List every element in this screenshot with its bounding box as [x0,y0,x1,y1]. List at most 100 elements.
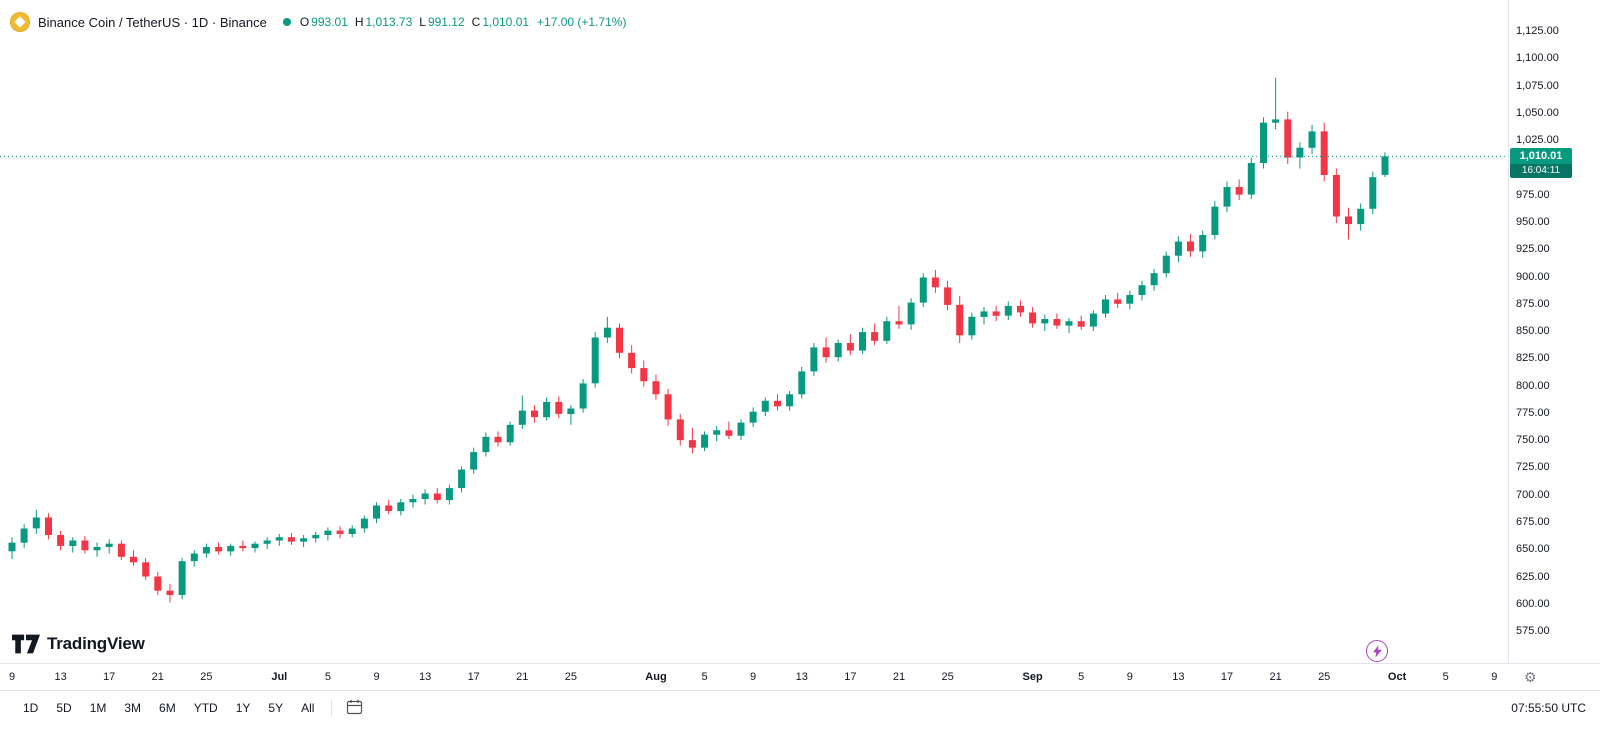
range-button-all[interactable]: All [301,700,315,715]
candle-body[interactable] [1150,273,1158,286]
candle-body[interactable] [81,540,89,551]
candle-body[interactable] [1114,299,1122,304]
candle-body[interactable] [482,436,490,453]
candle-body[interactable] [786,394,794,407]
range-button-5d[interactable]: 5D [56,700,72,715]
candle-body[interactable] [822,347,830,358]
candle-body[interactable] [373,505,380,519]
clock-utc[interactable]: 07:55:50 UTC [1511,700,1586,715]
candle-body[interactable] [287,537,295,542]
candle-body[interactable] [1187,241,1194,252]
candle-body[interactable] [433,493,441,501]
candle-body[interactable] [263,540,271,544]
candle-body[interactable] [227,545,235,552]
candle-body[interactable] [336,530,344,534]
go-to-date-button[interactable] [340,697,369,718]
candle-body[interactable] [749,411,757,423]
candle-body[interactable] [1211,206,1219,235]
candle-body[interactable] [1247,163,1255,195]
candle-body[interactable] [834,343,842,358]
candle-body[interactable] [1077,321,1085,327]
candle-body[interactable] [798,371,806,395]
candle-body[interactable] [518,410,526,425]
candle-body[interactable] [1357,208,1365,225]
candle-body[interactable] [251,543,259,549]
candle-body[interactable] [810,347,818,372]
candle-body[interactable] [494,436,502,443]
candle-body[interactable] [737,422,745,436]
candle-body[interactable] [688,440,696,448]
candle-body[interactable] [579,383,587,409]
candle-body[interactable] [57,535,65,546]
candle-body[interactable] [774,400,781,407]
range-button-ytd[interactable]: YTD [193,700,218,715]
candle-body[interactable] [312,535,320,539]
candle-body[interactable] [1017,305,1024,313]
range-button-6m[interactable]: 6M [159,700,176,715]
candle-body[interactable] [1004,305,1012,316]
candle-body[interactable] [725,430,733,436]
candle-body[interactable] [846,343,854,351]
candle-body[interactable] [45,517,52,536]
candle-body[interactable] [1332,175,1340,217]
candle-body[interactable] [239,545,247,549]
candle-body[interactable] [968,316,976,336]
time-axis[interactable]: ⚙ 9 13 17 21 25 Jul 5 9 13 17 21 25 Aug 5 9 13 17 21 25 Sep… [0,663,1600,690]
candle-body[interactable] [531,410,538,418]
chart-pane[interactable]: Binance Coin / TetherUS · 1D · Binance O… [0,0,1508,663]
candle-body[interactable] [1162,255,1170,274]
candle-body[interactable] [919,277,927,303]
price-axis[interactable]: 1,010.01 16:04:11 1,125.00 1,100.00 1,075.… [1508,0,1600,663]
symbol-title[interactable]: Binance Coin / TetherUS · 1D · Binance [38,14,267,30]
candle-body[interactable] [944,287,952,305]
candle-body[interactable] [385,505,393,512]
market-status-dot[interactable] [282,18,291,26]
candle-body[interactable] [1053,319,1061,326]
tradingview-logo[interactable]: TradingView [12,634,145,654]
candle-body[interactable] [664,394,672,420]
candle-body[interactable] [1089,313,1097,327]
candle-body[interactable] [931,277,939,288]
candle-body[interactable] [1272,119,1280,123]
candle-body[interactable] [324,530,332,535]
candle-body[interactable] [543,401,551,418]
candle-body[interactable] [1308,131,1316,148]
candle-body[interactable] [397,502,405,511]
candle-body[interactable] [178,561,186,595]
candlestick-canvas[interactable] [0,0,1508,663]
candle-body[interactable] [142,562,150,577]
candle-body[interactable] [713,430,721,435]
candle-body[interactable] [1126,295,1134,304]
candle-body[interactable] [360,518,368,529]
axis-settings-gear-icon[interactable]: ⚙ [1524,669,1537,685]
candle-body[interactable] [1065,321,1073,326]
range-button-1m[interactable]: 1M [89,700,107,715]
candle-body[interactable] [190,553,198,562]
candle-body[interactable] [1138,285,1146,295]
candle-body[interactable] [8,542,16,552]
candle-body[interactable] [166,590,174,595]
candle-body[interactable] [69,540,77,547]
range-button-1d[interactable]: 1D [23,700,39,715]
range-button-1y[interactable]: 1Y [235,700,251,715]
candle-body[interactable] [1174,241,1182,256]
candle-body[interactable] [130,556,137,563]
candle-body[interactable] [20,528,28,543]
candle-body[interactable] [907,302,915,325]
candle-body[interactable] [859,332,866,351]
candle-body[interactable] [93,547,101,551]
candle-body[interactable] [883,321,891,341]
candle-body[interactable] [1369,177,1377,209]
candle-body[interactable] [458,469,466,489]
current-price-tag[interactable]: 1,010.01 16:04:11 [1510,148,1572,179]
candle-body[interactable] [1223,187,1231,207]
range-button-5y[interactable]: 5Y [268,700,284,715]
candle-body[interactable] [616,327,623,353]
candle-body[interactable] [956,304,964,336]
candle-body[interactable] [409,499,417,503]
range-button-3m[interactable]: 3M [124,700,142,715]
candle-body[interactable] [275,537,283,541]
candle-body[interactable] [421,493,429,500]
candle-body[interactable] [1320,131,1328,175]
candle-body[interactable] [761,400,769,412]
